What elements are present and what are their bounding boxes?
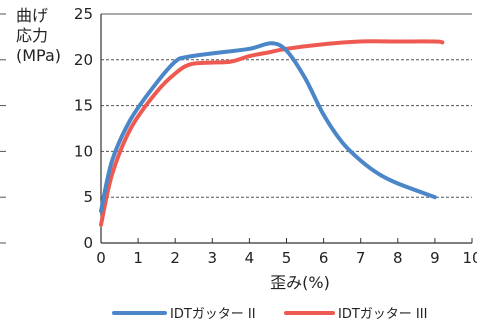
- x-tick-label: 4: [245, 249, 255, 267]
- series-line-idt-gutter-3: [99, 39, 445, 227]
- x-axis-label: 歪み(%): [270, 273, 330, 292]
- x-tick-labels: 0 1 2 3 4 5 6 7 8 9 10: [96, 249, 477, 267]
- y-tick-label: 10: [74, 142, 93, 160]
- legend-label-idt-gutter-3: IDTガッター III: [338, 307, 427, 322]
- x-tick-label: 7: [356, 249, 366, 267]
- x-tick-label: 1: [133, 249, 143, 267]
- series-line-idt-gutter-2: [99, 41, 437, 213]
- y-tick-label: 20: [74, 51, 93, 69]
- x-tick-label: 10: [462, 249, 477, 267]
- x-tick-label: 9: [430, 249, 440, 267]
- y-axis-label-line-1: 曲げ: [16, 6, 49, 25]
- y-tick-label: 5: [83, 188, 93, 206]
- y-axis-label-line-3: (MPa): [16, 46, 62, 65]
- y-tick-labels: 0 5 10 15 20 25: [74, 5, 93, 252]
- y-tick-label: 25: [74, 5, 93, 23]
- x-tick-label: 2: [170, 249, 180, 267]
- y-tick-label: 15: [74, 97, 93, 115]
- x-tick-label: 6: [319, 249, 329, 267]
- legend-label-idt-gutter-2: IDTガッター II: [170, 307, 256, 322]
- legend: IDTガッター II IDTガッター III: [112, 307, 427, 322]
- y-tick-label: 0: [83, 234, 93, 252]
- series-lines: [99, 39, 445, 227]
- x-tick-label: 5: [282, 249, 292, 267]
- grid-lines: [0, 13, 472, 244]
- x-tick-label: 8: [393, 249, 403, 267]
- x-tick-label: 3: [208, 249, 218, 267]
- y-axis-label-line-2: 応力: [16, 26, 49, 45]
- x-tick-label: 0: [96, 249, 106, 267]
